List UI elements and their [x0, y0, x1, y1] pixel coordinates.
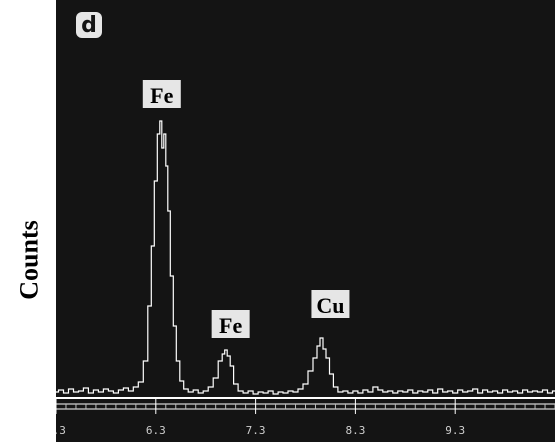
x-tick-label: 5.3 — [56, 424, 66, 437]
peak-label-fe-1: Fe — [212, 310, 250, 338]
x-axis: 5.3 6.3 7.3 8.3 9.3 — [56, 398, 555, 437]
x-tick-label: 7.3 — [246, 424, 266, 437]
peak-label-cu-2: Cu — [311, 290, 349, 318]
x-tick-label: 6.3 — [146, 424, 166, 437]
peak-label-text: Cu — [316, 293, 344, 318]
peak-label-fe-0: Fe — [143, 80, 181, 108]
spectrum-trace-group — [56, 121, 555, 394]
x-tick-label: 9.3 — [445, 424, 465, 437]
peak-label-text: Fe — [150, 83, 173, 108]
plot-svg: d 5.3 6.3 7.3 8.3 9.3 Fe Fe Cu — [56, 0, 555, 442]
y-axis-label-text: Counts — [15, 220, 45, 299]
panel-letter-badge: d — [76, 12, 102, 38]
panel-letter: d — [81, 13, 97, 38]
spectrum-series-line-0 — [56, 121, 555, 394]
y-axis-label: Counts — [12, 200, 48, 320]
x-tick-label: 8.3 — [345, 424, 365, 437]
plot-panel: d 5.3 6.3 7.3 8.3 9.3 Fe Fe Cu — [56, 0, 555, 442]
peak-label-text: Fe — [219, 313, 242, 338]
